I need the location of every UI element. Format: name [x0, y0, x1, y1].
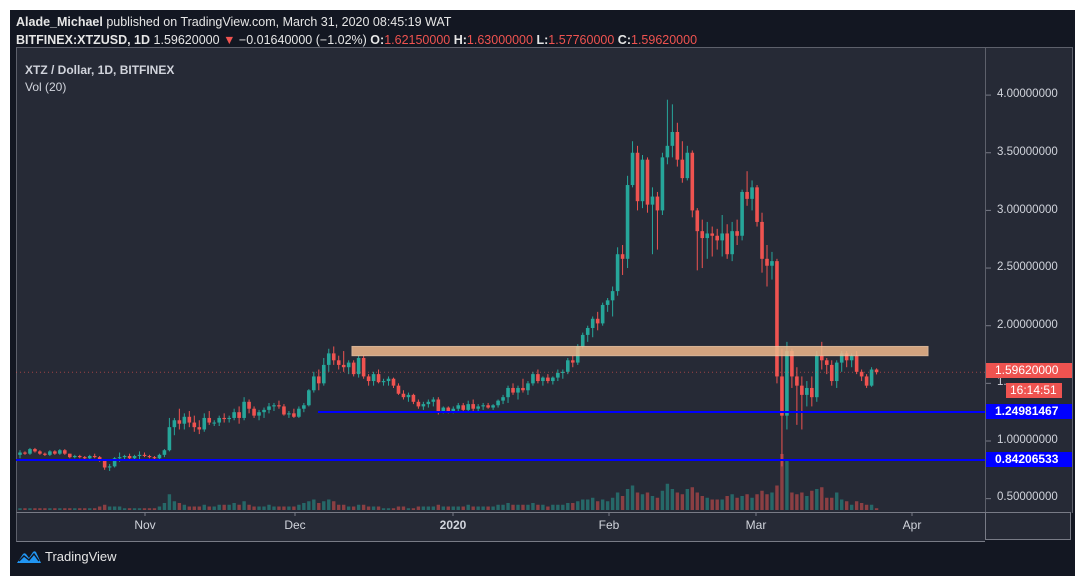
price-tick: 2.00000000: [997, 319, 1058, 331]
time-label-mar: Mar: [745, 518, 767, 532]
price-tick: 1.00000000: [997, 434, 1058, 446]
time-axis[interactable]: [16, 512, 985, 542]
support-line-2-badge: 0.84206533: [986, 452, 1072, 467]
last-price: 1.59620000: [153, 33, 220, 47]
author-name[interactable]: Alade_Michael: [16, 15, 103, 29]
symbol-label: BITFINEX:XTZUSD, 1D: [16, 33, 151, 47]
open-label: O:: [370, 33, 385, 47]
chart-header: Alade_Michael published on TradingView.c…: [16, 13, 697, 49]
price-tick: 3.50000000: [997, 146, 1058, 158]
chart-legend: XTZ / Dollar, 1D, BITFINEX Vol (20): [25, 62, 174, 96]
ohlc-line: BITFINEX:XTZUSD, 1D 1.59620000 ▼ −0.0164…: [16, 31, 697, 49]
price-tick: 1.: [997, 376, 1007, 388]
low-label: L:: [536, 33, 549, 47]
time-label-nov: Nov: [134, 518, 156, 532]
close-value: 1.59620000: [631, 33, 698, 47]
bar-countdown-badge: 16:14:51: [1006, 383, 1062, 398]
high-label: H:: [453, 33, 467, 47]
tradingview-cloud-icon: [17, 550, 41, 563]
axis-corner: [985, 512, 1071, 540]
legend-volume-indicator[interactable]: Vol (20): [25, 80, 67, 94]
price-axis[interactable]: [985, 47, 1073, 513]
time-label-feb: Feb: [598, 518, 620, 532]
price-tick: 4.00000000: [997, 88, 1058, 100]
publish-line: Alade_Michael published on TradingView.c…: [16, 13, 697, 31]
time-label-2020: 2020: [439, 518, 467, 532]
brand-name: TradingView: [45, 549, 117, 564]
price-tick: 2.50000000: [997, 261, 1058, 273]
low-value: 1.57760000: [548, 33, 615, 47]
support-line-1-badge: 1.24981467: [986, 404, 1072, 419]
price-tick: 3.00000000: [997, 204, 1058, 216]
current-price-badge: 1.59620000: [986, 363, 1072, 378]
legend-title: XTZ / Dollar, 1D, BITFINEX: [25, 63, 175, 77]
tradingview-logo[interactable]: TradingView: [16, 549, 117, 564]
triangle-down-icon: ▼: [223, 33, 236, 47]
time-label-dec: Dec: [284, 518, 306, 532]
high-value: 1.63000000: [466, 33, 533, 47]
close-label: C:: [617, 33, 631, 47]
publish-info: published on TradingView.com, March 31, …: [102, 15, 452, 29]
price-tick: 0.50000000: [997, 491, 1058, 503]
price-change: −0.01640000 (−1.02%): [238, 33, 367, 47]
chart-pane[interactable]: [16, 47, 985, 513]
open-value: 1.62150000: [384, 33, 451, 47]
time-label-apr: Apr: [902, 518, 922, 532]
